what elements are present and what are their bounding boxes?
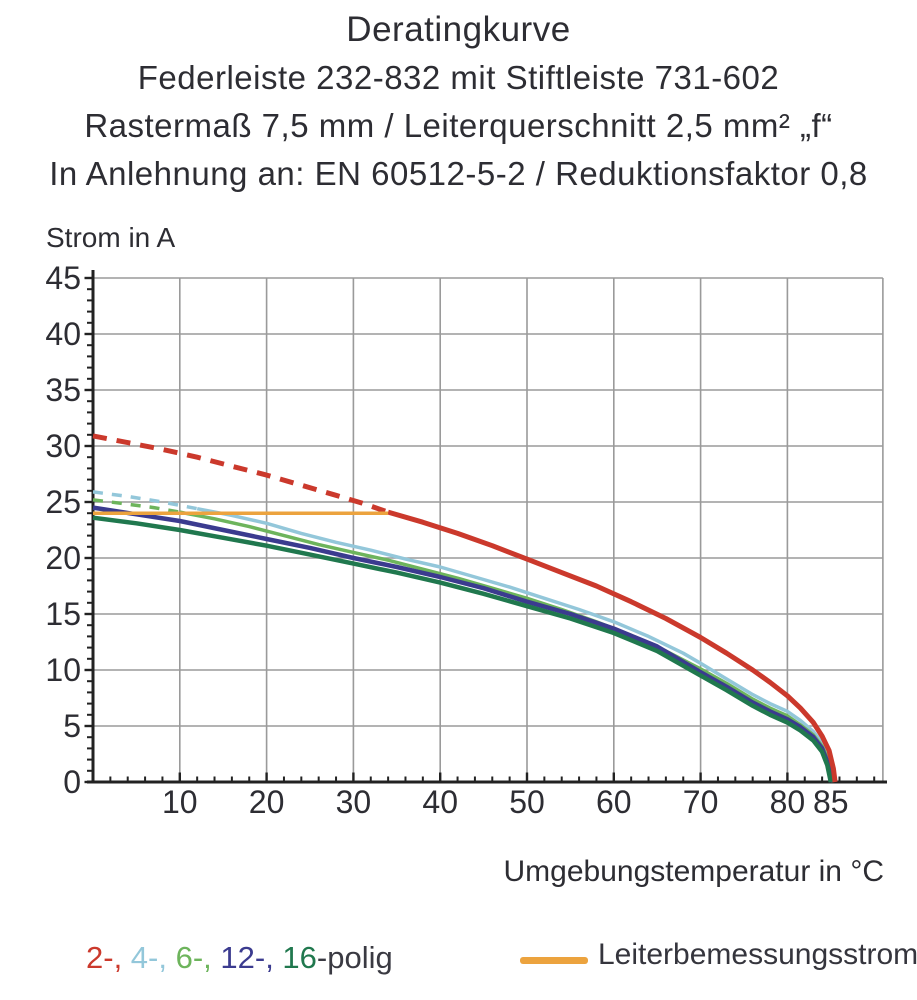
x-tick-label: 70 <box>683 784 719 820</box>
curve-4-polig-dashed <box>92 490 198 511</box>
curve-16-polig <box>92 515 834 783</box>
rated-current-label: Leiterbemessungsstrom <box>598 938 917 971</box>
x-tick-label: 60 <box>596 784 632 820</box>
y-tick-label: 45 <box>45 260 81 296</box>
x-tick-label: 80 <box>770 784 806 820</box>
x-axis-title: Umgebungstemperatur in °C <box>503 855 884 888</box>
curve-2-polig <box>387 509 838 783</box>
legend-part: 12-, <box>220 940 283 975</box>
curve-2-polig-dashed <box>92 433 389 515</box>
legend-part: 6-, <box>175 940 221 975</box>
y-tick-label: 5 <box>63 708 81 744</box>
y-tick-label: 20 <box>45 540 81 576</box>
rated-current-line-swatch <box>520 957 588 964</box>
curve-4-polig <box>196 506 836 783</box>
chart-title-line1: Deratingkurve <box>346 10 571 49</box>
y-tick-label: 10 <box>45 652 81 688</box>
legend-part: -polig <box>316 940 393 975</box>
x-tick-label: 30 <box>336 784 372 820</box>
legend-part: 2-, <box>86 940 131 975</box>
y-tick-label: 0 <box>63 764 81 800</box>
chart-title-line4: In Anlehnung an: EN 60512-5-2 / Reduktio… <box>49 155 868 192</box>
legend-polig-counts: 2-, 4-, 6-, 12-, 16-polig <box>86 940 393 976</box>
legend-part: 16 <box>282 940 317 975</box>
x-tick-label: 85 <box>813 784 849 820</box>
curve-12-polig <box>92 505 834 783</box>
y-tick-label: 15 <box>45 596 81 632</box>
y-tick-label: 40 <box>45 316 81 352</box>
y-tick-label: 30 <box>45 428 81 464</box>
y-tick-label: 35 <box>45 372 81 408</box>
chart-title-line2: Federleiste 232-832 mit Stiftleiste 731-… <box>137 59 780 96</box>
x-tick-label: 40 <box>422 784 458 820</box>
chart-title-block: Deratingkurve Federleiste 232-832 mit St… <box>0 6 917 198</box>
y-axis-title: Strom in A <box>46 222 176 253</box>
chart-title-line3: Rastermaß 7,5 mm / Leiterquerschnitt 2,5… <box>84 107 833 144</box>
x-tick-label: 10 <box>162 784 198 820</box>
x-tick-label: 50 <box>509 784 545 820</box>
x-tick-label: 20 <box>249 784 285 820</box>
y-tick-label: 25 <box>45 484 81 520</box>
legend-part: 4-, <box>130 940 176 975</box>
